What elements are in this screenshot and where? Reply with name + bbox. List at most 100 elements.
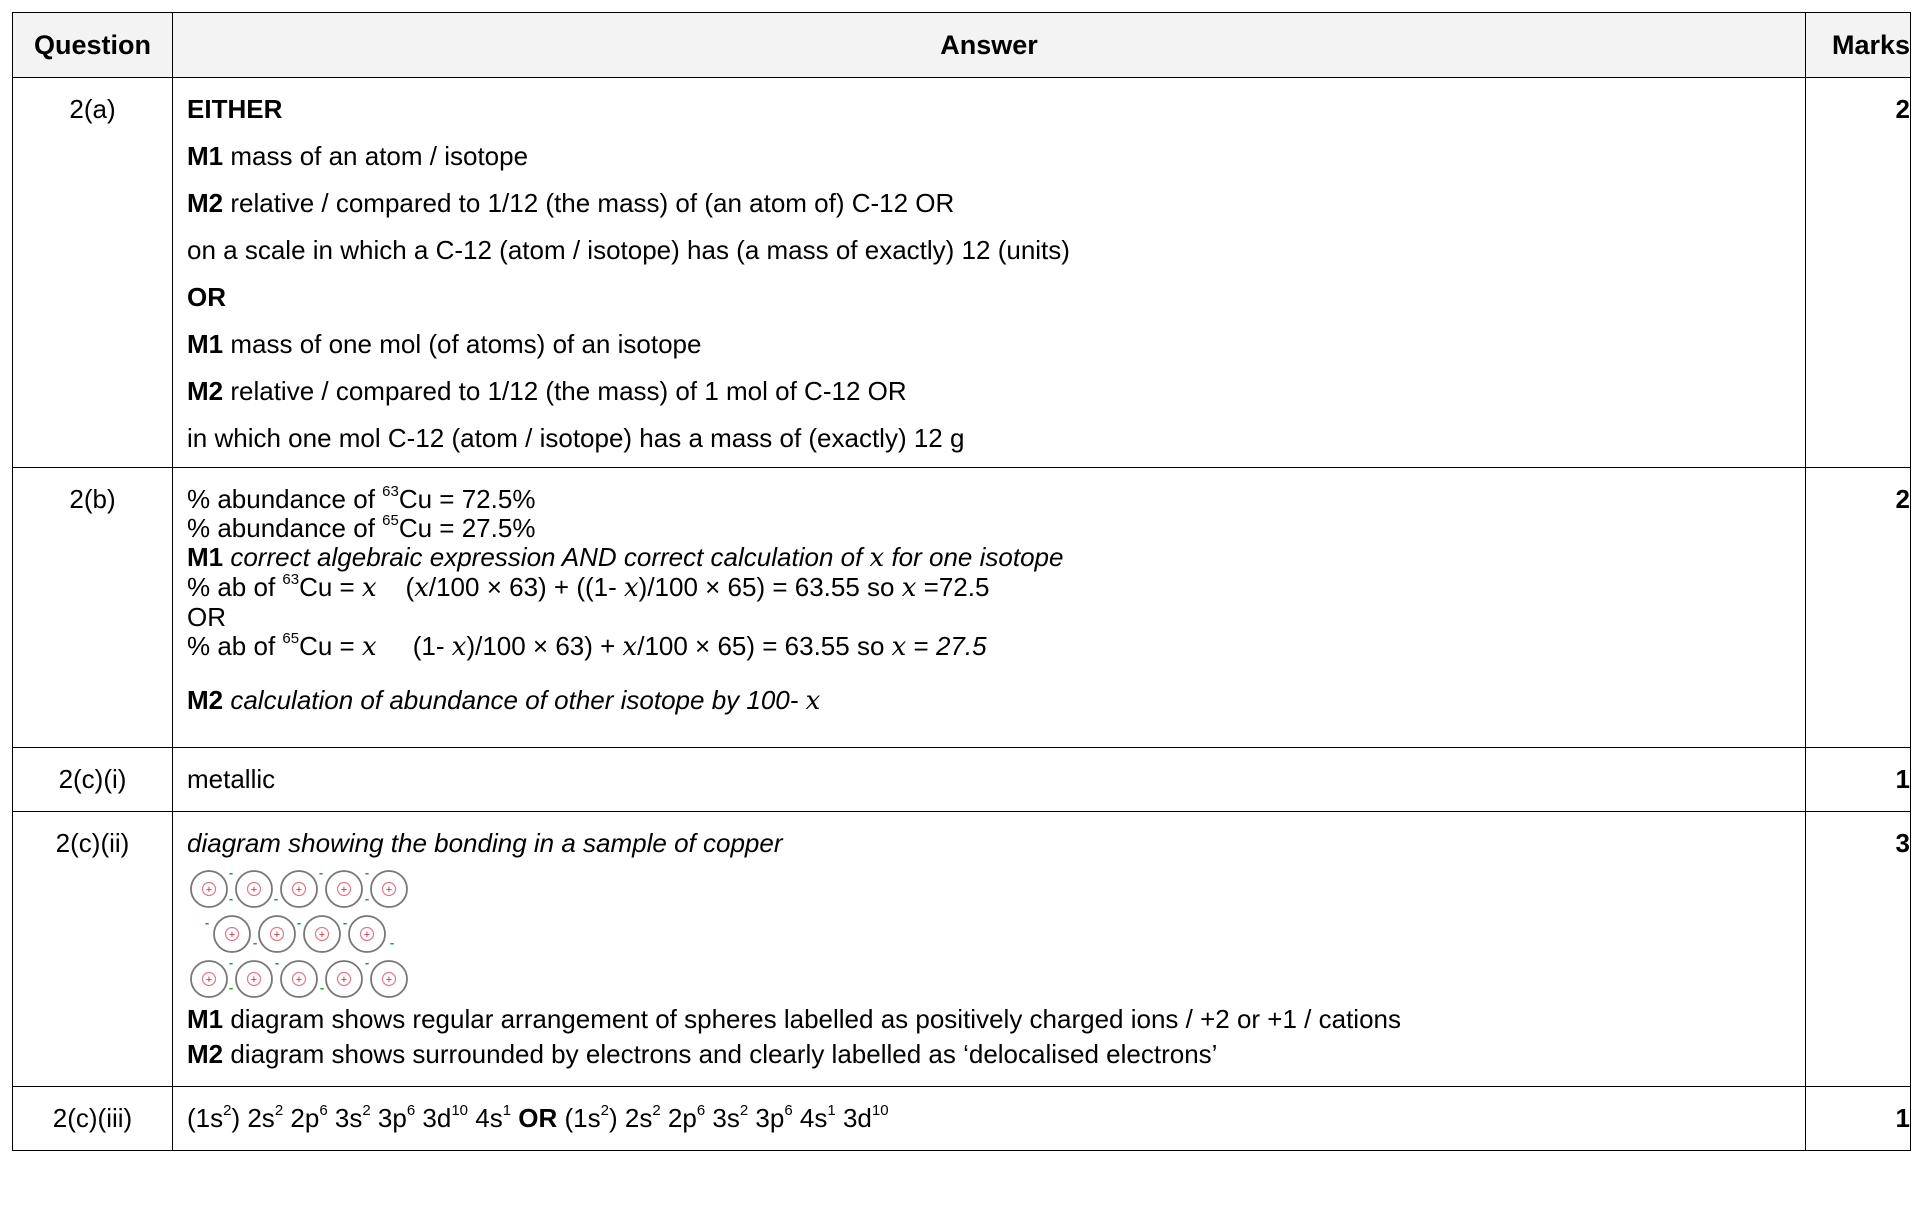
mass-number: 65 (382, 512, 399, 529)
answer-text: relative / compared to 1/12 (the mass) o… (223, 376, 907, 406)
variable: x (805, 686, 821, 716)
config-sup: 2 (223, 1102, 232, 1119)
delocalised-electron: - (229, 980, 233, 995)
answer-text: ( (376, 572, 415, 602)
mark-label: M1 (187, 329, 224, 359)
answer-line: M2 calculation of abundance of other iso… (187, 683, 1791, 719)
cation-core (201, 971, 217, 987)
answer-line: M2 relative / compared to 1/12 (the mass… (187, 368, 1791, 415)
marks-header: Marks (1805, 12, 1911, 78)
copper-lattice-diagram: + + + + + + + + + + + + + + - - - - - - - - - - - - - - - - (190, 867, 408, 998)
answer-text: /100 × 65) = 63.55 so (637, 631, 892, 661)
answer-cell: EITHER M1 mass of an atom / isotope M2 r… (172, 77, 1806, 468)
answer-text: Cu = (299, 631, 362, 661)
delocalised-electron: - (274, 891, 278, 906)
config-sup: 10 (871, 1102, 889, 1119)
delocalised-electron: - (319, 867, 323, 880)
ion-charge-label: + (251, 884, 257, 896)
config-sup: 2 (274, 1102, 284, 1119)
answer-text: relative / compared to 1/12 (the mass) o… (223, 188, 955, 218)
delocalised-electron: - (297, 915, 301, 930)
delocalised-electron: - (229, 955, 233, 970)
config-text: 3d (835, 1103, 872, 1133)
config-text: 3s (705, 1103, 740, 1133)
ion-charge-label: + (341, 974, 347, 986)
config-sup: 6 (406, 1102, 416, 1119)
cation-core (336, 971, 352, 987)
answer-line: on a scale in which a C-12 (atom / isoto… (187, 235, 1070, 265)
config-text: 3p (748, 1103, 785, 1133)
answer-line: OR (187, 602, 226, 632)
cation-core (291, 971, 307, 987)
ion-charge-label: + (364, 929, 370, 941)
question-cell: 2(b) (12, 467, 173, 748)
delocalised-electron: - (320, 980, 324, 995)
answer-line: M1 diagram shows regular arrangement of … (187, 1002, 1791, 1037)
ion-charge-label: + (274, 929, 280, 941)
marks-cell: 2 (1805, 467, 1911, 748)
variable: x (901, 573, 917, 603)
answer-text: Cu = (299, 572, 362, 602)
cation-core (381, 881, 397, 897)
answer-text: = (906, 631, 936, 661)
cation-core (269, 926, 285, 942)
delocalised-electron: - (365, 891, 369, 906)
header-row: Question Answer Marks (12, 12, 1911, 78)
delocalised-electron: - (253, 935, 257, 950)
cation-core (201, 881, 217, 897)
ion-charge-label: + (386, 974, 392, 986)
question-cell: 2(a) (12, 77, 173, 468)
mass-number: 63 (382, 483, 399, 500)
delocalised-electron: - (229, 867, 233, 880)
config-text: 3s (327, 1103, 363, 1133)
config-text: (1s (564, 1103, 601, 1133)
table-row: 2(c)(iii) (1s2) 2s2 2p6 3s2 3p6 3d10 4s1… (12, 1086, 1911, 1151)
marks-cell: 2 (1805, 77, 1911, 468)
config-sup: 1 (827, 1102, 836, 1119)
answer-line: % abundance of 65Cu = 27.5% (187, 511, 1791, 546)
config-text: 4s (468, 1103, 503, 1133)
config-sup: 6 (696, 1102, 706, 1119)
ion-charge-label: + (206, 974, 212, 986)
answer-text: correct algebraic expression AND correct… (223, 542, 870, 572)
config-sup: 6 (319, 1102, 328, 1119)
cation-core (291, 881, 307, 897)
answer-line: EITHER (187, 94, 283, 124)
variable: x (414, 573, 429, 603)
variable: x (891, 632, 907, 662)
variable: x (623, 573, 639, 603)
answer-text: /100 × 63) + ((1- (428, 572, 624, 602)
delocalised-electron: - (365, 955, 369, 970)
config-text: ) 2s (231, 1103, 275, 1133)
mark-label: M1 (187, 141, 224, 171)
mark-label: M2 (187, 685, 224, 715)
mark-label: M2 (187, 1039, 224, 1069)
mass-number: 65 (282, 630, 300, 647)
config-text: (1s (187, 1103, 224, 1133)
mark-scheme-table: Question Answer Marks 2(a) EITHER M1 mas… (12, 12, 1911, 1151)
answer-text: (1- (376, 631, 452, 661)
config-text: 2p (660, 1103, 697, 1133)
electron-configuration: (1s2) 2s2 2p6 3s2 3p6 3d10 4s1 OR (1s2) … (187, 1101, 1791, 1136)
variable: x (869, 543, 885, 573)
answer-text: 27.5 (935, 631, 987, 661)
answer-line: M2 diagram shows surrounded by electrons… (187, 1037, 1791, 1072)
answer-text: mass of an atom / isotope (223, 141, 529, 171)
or-label: OR (511, 1103, 565, 1133)
answer-text: Cu = 27.5% (398, 513, 536, 543)
config-sup: 2 (652, 1102, 661, 1119)
cation-core (381, 971, 397, 987)
mark-label: M2 (187, 188, 224, 218)
config-text: 2p (283, 1103, 320, 1133)
variable: x (361, 632, 377, 662)
mass-number: 63 (282, 571, 300, 588)
ion-charge-label: + (251, 974, 257, 986)
marks-cell: 3 (1805, 811, 1911, 1087)
ion-charge-label: + (319, 929, 325, 941)
mark-label: M2 (187, 376, 224, 406)
config-text: 3d (415, 1103, 452, 1133)
answer-text: % ab of (187, 572, 283, 602)
ion-charge-label: + (386, 884, 392, 896)
answer-line: OR (187, 282, 226, 312)
config-text: 4s (792, 1103, 828, 1133)
